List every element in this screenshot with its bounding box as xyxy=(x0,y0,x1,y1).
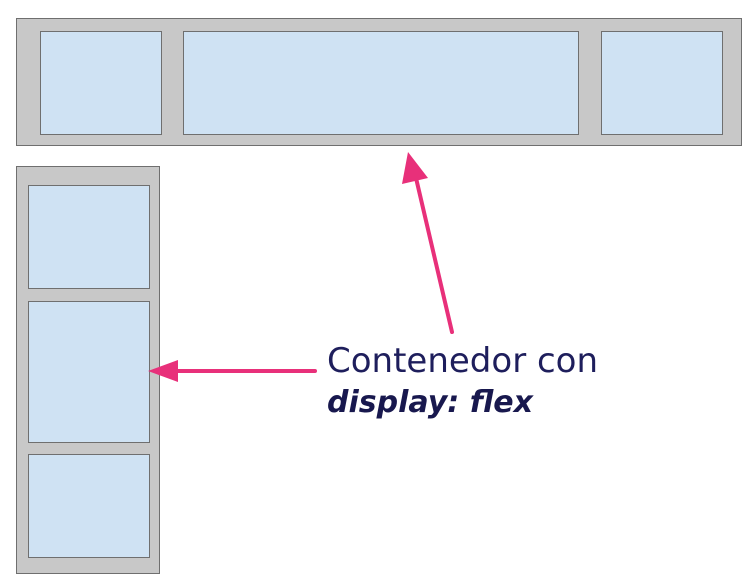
flex-item-row-3 xyxy=(601,31,723,135)
arrow-left-head xyxy=(148,360,178,382)
flex-container-column xyxy=(16,166,160,574)
caption-line-2: display: flex xyxy=(327,384,534,420)
caption-line-1: Contenedor con xyxy=(327,341,599,381)
caption: Contenedor con display: flex xyxy=(327,340,598,422)
flex-item-column-2 xyxy=(28,301,150,443)
arrow-up-head xyxy=(402,152,428,184)
flex-container-row xyxy=(16,18,742,146)
arrow-up-shaft xyxy=(414,176,454,334)
flex-item-column-1 xyxy=(28,185,150,289)
flex-item-column-3 xyxy=(28,454,150,558)
flex-item-row-1 xyxy=(40,31,162,135)
flex-item-row-2 xyxy=(183,31,579,135)
